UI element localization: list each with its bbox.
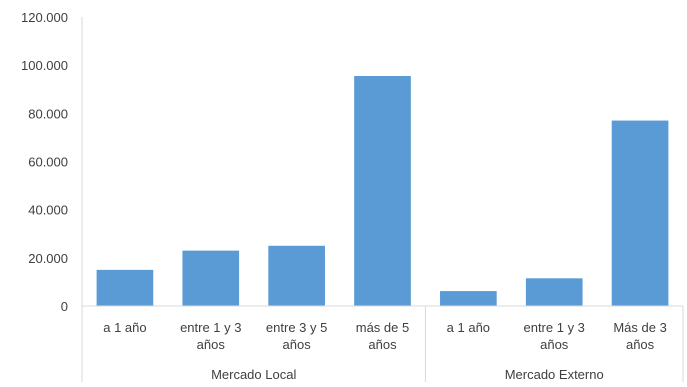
y-tick-label: 80.000 xyxy=(28,106,68,121)
bar xyxy=(182,250,240,306)
x-tick-label: años xyxy=(283,337,312,352)
x-tick-label: años xyxy=(540,337,569,352)
y-tick-label: 120.000 xyxy=(21,10,68,25)
bar xyxy=(611,120,669,306)
x-tick-label: a 1 año xyxy=(447,320,490,335)
x-axis: a 1 año entre 1 y 3 años entre 3 y 5 años más… xyxy=(81,305,684,382)
bar xyxy=(96,269,154,306)
y-axis: 0 20.000 40.000 60.000 80.000 100.000 120.000 xyxy=(21,10,83,314)
x-tick-label: Más de 3 xyxy=(613,320,666,335)
y-tick-label: 40.000 xyxy=(28,203,68,218)
bar xyxy=(525,278,583,306)
x-tick-label: a 1 año xyxy=(103,320,146,335)
x-tick-label: entre 3 y 5 xyxy=(266,320,327,335)
bar xyxy=(268,245,325,306)
x-tick-label: años xyxy=(626,337,655,352)
group-label: Mercado Local xyxy=(211,367,296,382)
x-tick-label: años xyxy=(197,337,226,352)
x-tick-label: más de 5 xyxy=(356,320,409,335)
y-tick-label: 20.000 xyxy=(28,251,68,266)
bar xyxy=(354,76,411,306)
y-tick-label: 60.000 xyxy=(28,155,68,170)
group-label: Mercado Externo xyxy=(505,367,604,382)
bars xyxy=(96,76,669,306)
y-tick-label: 100.000 xyxy=(21,58,68,73)
y-tick-label: 0 xyxy=(61,299,68,314)
x-tick-label: entre 1 y 3 xyxy=(180,320,241,335)
bar xyxy=(440,291,497,306)
x-tick-label: años xyxy=(368,337,397,352)
x-tick-label: entre 1 y 3 xyxy=(523,320,584,335)
